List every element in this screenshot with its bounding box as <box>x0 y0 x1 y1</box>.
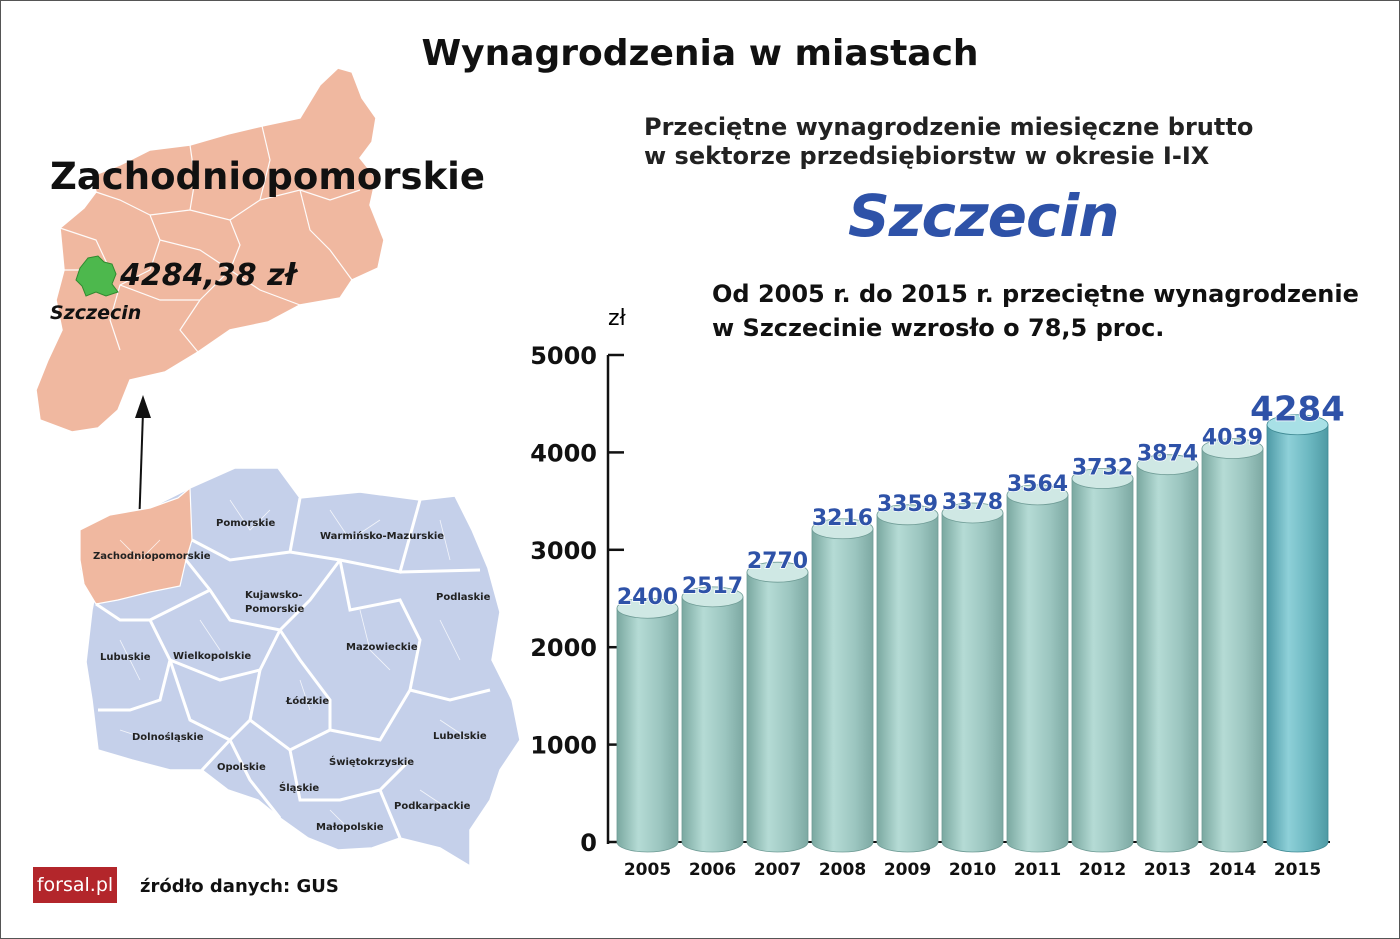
label-swietokrzyskie: Świętokrzyskie <box>329 755 414 768</box>
bar-top <box>1266 414 1329 436</box>
bar-body <box>1266 424 1329 853</box>
label-pomorskie: Pomorskie <box>216 518 275 529</box>
bar-value-label: 3874 <box>1137 442 1198 467</box>
x-tick-label: 2007 <box>754 860 801 880</box>
bar-top <box>1071 468 1134 489</box>
region-title: Zachodniopomorskie <box>50 155 485 198</box>
y-tick-label: 3000 <box>530 537 597 565</box>
label-malopolskie: Małopolskie <box>316 822 384 833</box>
bar-body <box>746 571 809 853</box>
bar-value-label: 2400 <box>617 585 678 610</box>
bar-top <box>811 518 874 540</box>
chart-subtitle: Przeciętne wynagrodzenie miesięczne brut… <box>644 113 1253 171</box>
label-lodzkie: Łódzkie <box>285 695 329 707</box>
label-kujawsko-1: Kujawsko- <box>245 590 302 601</box>
x-tick-label: 2010 <box>949 860 996 880</box>
label-lubelskie: Lubelskie <box>433 731 487 742</box>
x-tick-label: 2005 <box>624 860 671 880</box>
bar-value-label: 2770 <box>747 549 808 574</box>
bar-value-label: 4039 <box>1202 426 1263 451</box>
bar-top <box>681 586 744 608</box>
bar-body <box>681 596 744 853</box>
subtitle-line-2: w sektorze przedsiębiorstw w okresie I-I… <box>644 142 1210 170</box>
bar-2010 <box>941 502 1004 853</box>
forsal-logo[interactable]: forsal.pl <box>33 867 117 903</box>
x-tick-label: 2014 <box>1209 860 1256 880</box>
region-salary: 4284,38 zł <box>120 258 296 293</box>
label-dolnoslaskie: Dolnośląskie <box>132 731 204 743</box>
bar-2015 <box>1266 414 1329 853</box>
bar-top <box>876 504 939 526</box>
x-tick-label: 2012 <box>1079 860 1126 880</box>
y-tick-label: 4000 <box>530 439 597 467</box>
x-tick-label: 2006 <box>689 860 736 880</box>
label-podkarpackie: Podkarpackie <box>394 801 471 812</box>
bar-2011 <box>1006 484 1069 853</box>
bar-top <box>1136 454 1199 476</box>
bar-2005 <box>616 597 679 853</box>
label-kujawsko-2: Pomorskie <box>245 604 304 615</box>
x-tick-label: 2013 <box>1144 860 1191 880</box>
bar-value-label: 3378 <box>942 490 1003 515</box>
city-label: Szczecin <box>50 302 142 324</box>
page-title: Wynagrodzenia w miastach <box>421 33 979 74</box>
label-zachodniopomorskie: Zachodniopomorskie <box>93 551 211 562</box>
y-tick-label: 1000 <box>530 732 597 760</box>
bar-body <box>1071 478 1134 853</box>
bar-2013 <box>1136 454 1199 853</box>
label-slaskie: Śląskie <box>279 781 319 794</box>
bar-value-label: 2517 <box>682 574 743 599</box>
bar-top <box>941 502 1004 524</box>
small-region-map <box>79 486 193 605</box>
label-mazowieckie: Mazowieckie <box>346 642 418 653</box>
region-map <box>35 67 385 433</box>
bar-top <box>616 597 679 619</box>
label-opolskie: Opolskie <box>217 762 266 773</box>
bar-body <box>1201 448 1264 853</box>
growth-note: Od 2005 r. do 2015 r. przeciętne wynagro… <box>712 277 1359 345</box>
label-warminsko-mazurskie: Warmińsko-Mazurskie <box>320 530 444 542</box>
x-tick-label: 2011 <box>1014 860 1061 880</box>
bar-value-label: 3216 <box>812 506 873 531</box>
data-source: źródło danych: GUS <box>140 876 339 897</box>
bar-2006 <box>681 586 744 853</box>
bar-top <box>746 561 809 583</box>
poland-map <box>79 467 521 868</box>
note-line-2: w Szczecinie wzrosło o 78,5 proc. <box>712 314 1165 342</box>
bar-body <box>616 607 679 853</box>
y-tick-label: 0 <box>580 829 597 857</box>
bar-value-label: 3359 <box>877 492 938 517</box>
label-podlaskie: Podlaskie <box>436 592 491 603</box>
y-tick-label: 2000 <box>530 634 597 662</box>
x-tick-label: 2009 <box>884 860 931 880</box>
bar-body <box>876 514 939 853</box>
bar-value-label: 4284 <box>1250 390 1345 430</box>
bar-2012 <box>1071 468 1134 853</box>
label-wielkopolskie: Wielkopolskie <box>173 651 251 662</box>
bar-body <box>1136 464 1199 853</box>
bar-top <box>1201 438 1264 460</box>
arrow-head <box>135 395 151 418</box>
bar-value-label: 3564 <box>1007 472 1068 497</box>
y-axis-label: zł <box>608 306 627 331</box>
szczecin-marker <box>75 255 119 297</box>
bar-body <box>811 528 874 853</box>
bar-2009 <box>876 504 939 853</box>
city-title: Szczecin <box>848 182 1120 250</box>
x-tick-label: 2015 <box>1274 860 1321 880</box>
bar-body <box>1006 494 1069 853</box>
subtitle-line-1: Przeciętne wynagrodzenie miesięczne brut… <box>644 113 1254 141</box>
label-lubuskie: Lubuskie <box>100 652 151 663</box>
bar-2014 <box>1201 438 1264 853</box>
bar-2007 <box>746 561 809 853</box>
bar-top <box>1006 484 1069 506</box>
x-tick-label: 2008 <box>819 860 866 880</box>
y-tick-label: 5000 <box>530 342 597 370</box>
note-line-1: Od 2005 r. do 2015 r. przeciętne wynagro… <box>712 280 1359 308</box>
bar-body <box>941 512 1004 853</box>
bar-value-label: 3732 <box>1072 456 1133 481</box>
bar-2008 <box>811 518 874 853</box>
